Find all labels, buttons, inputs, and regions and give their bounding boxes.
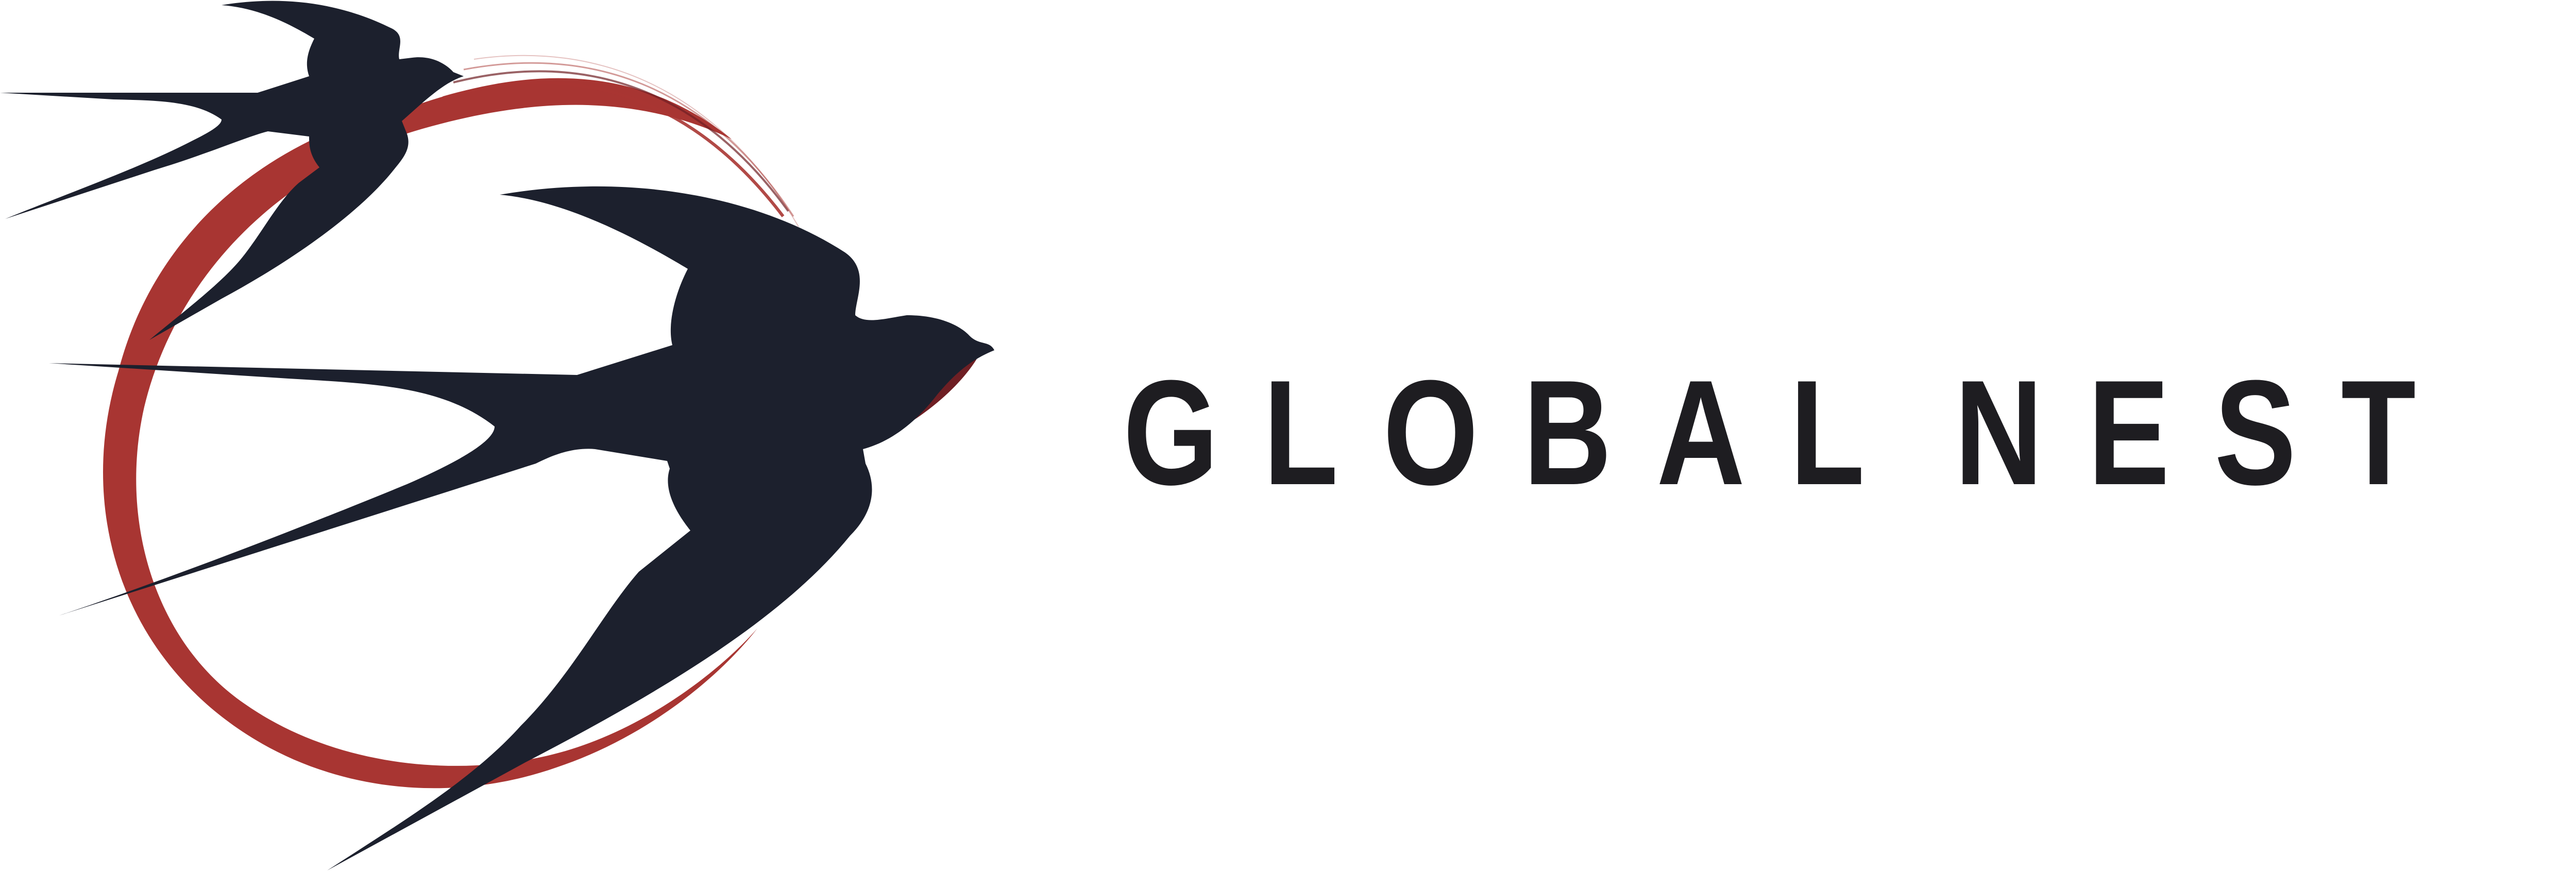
wordmark-letter: B (1523, 349, 1612, 516)
wordmark-letter: L (1263, 349, 1338, 516)
wordmark-letter: T (2341, 349, 2416, 516)
wordmark-letter: S (2214, 349, 2296, 516)
wordmark-letter: O (1383, 349, 1479, 516)
large-swallow-icon (49, 186, 994, 870)
wordmark-letter: N (1954, 349, 2043, 516)
wordmark-letter: E (2088, 349, 2170, 516)
wordmark-letter: G (1123, 349, 1218, 516)
wordmark-letter: L (1790, 349, 1865, 516)
wordmark-letter: A (1656, 349, 1745, 516)
brand-wordmark: G L O B A L N E S T (1123, 349, 2416, 516)
global-nest-logo-icon (0, 1, 994, 870)
small-swallow-icon (0, 1, 464, 340)
